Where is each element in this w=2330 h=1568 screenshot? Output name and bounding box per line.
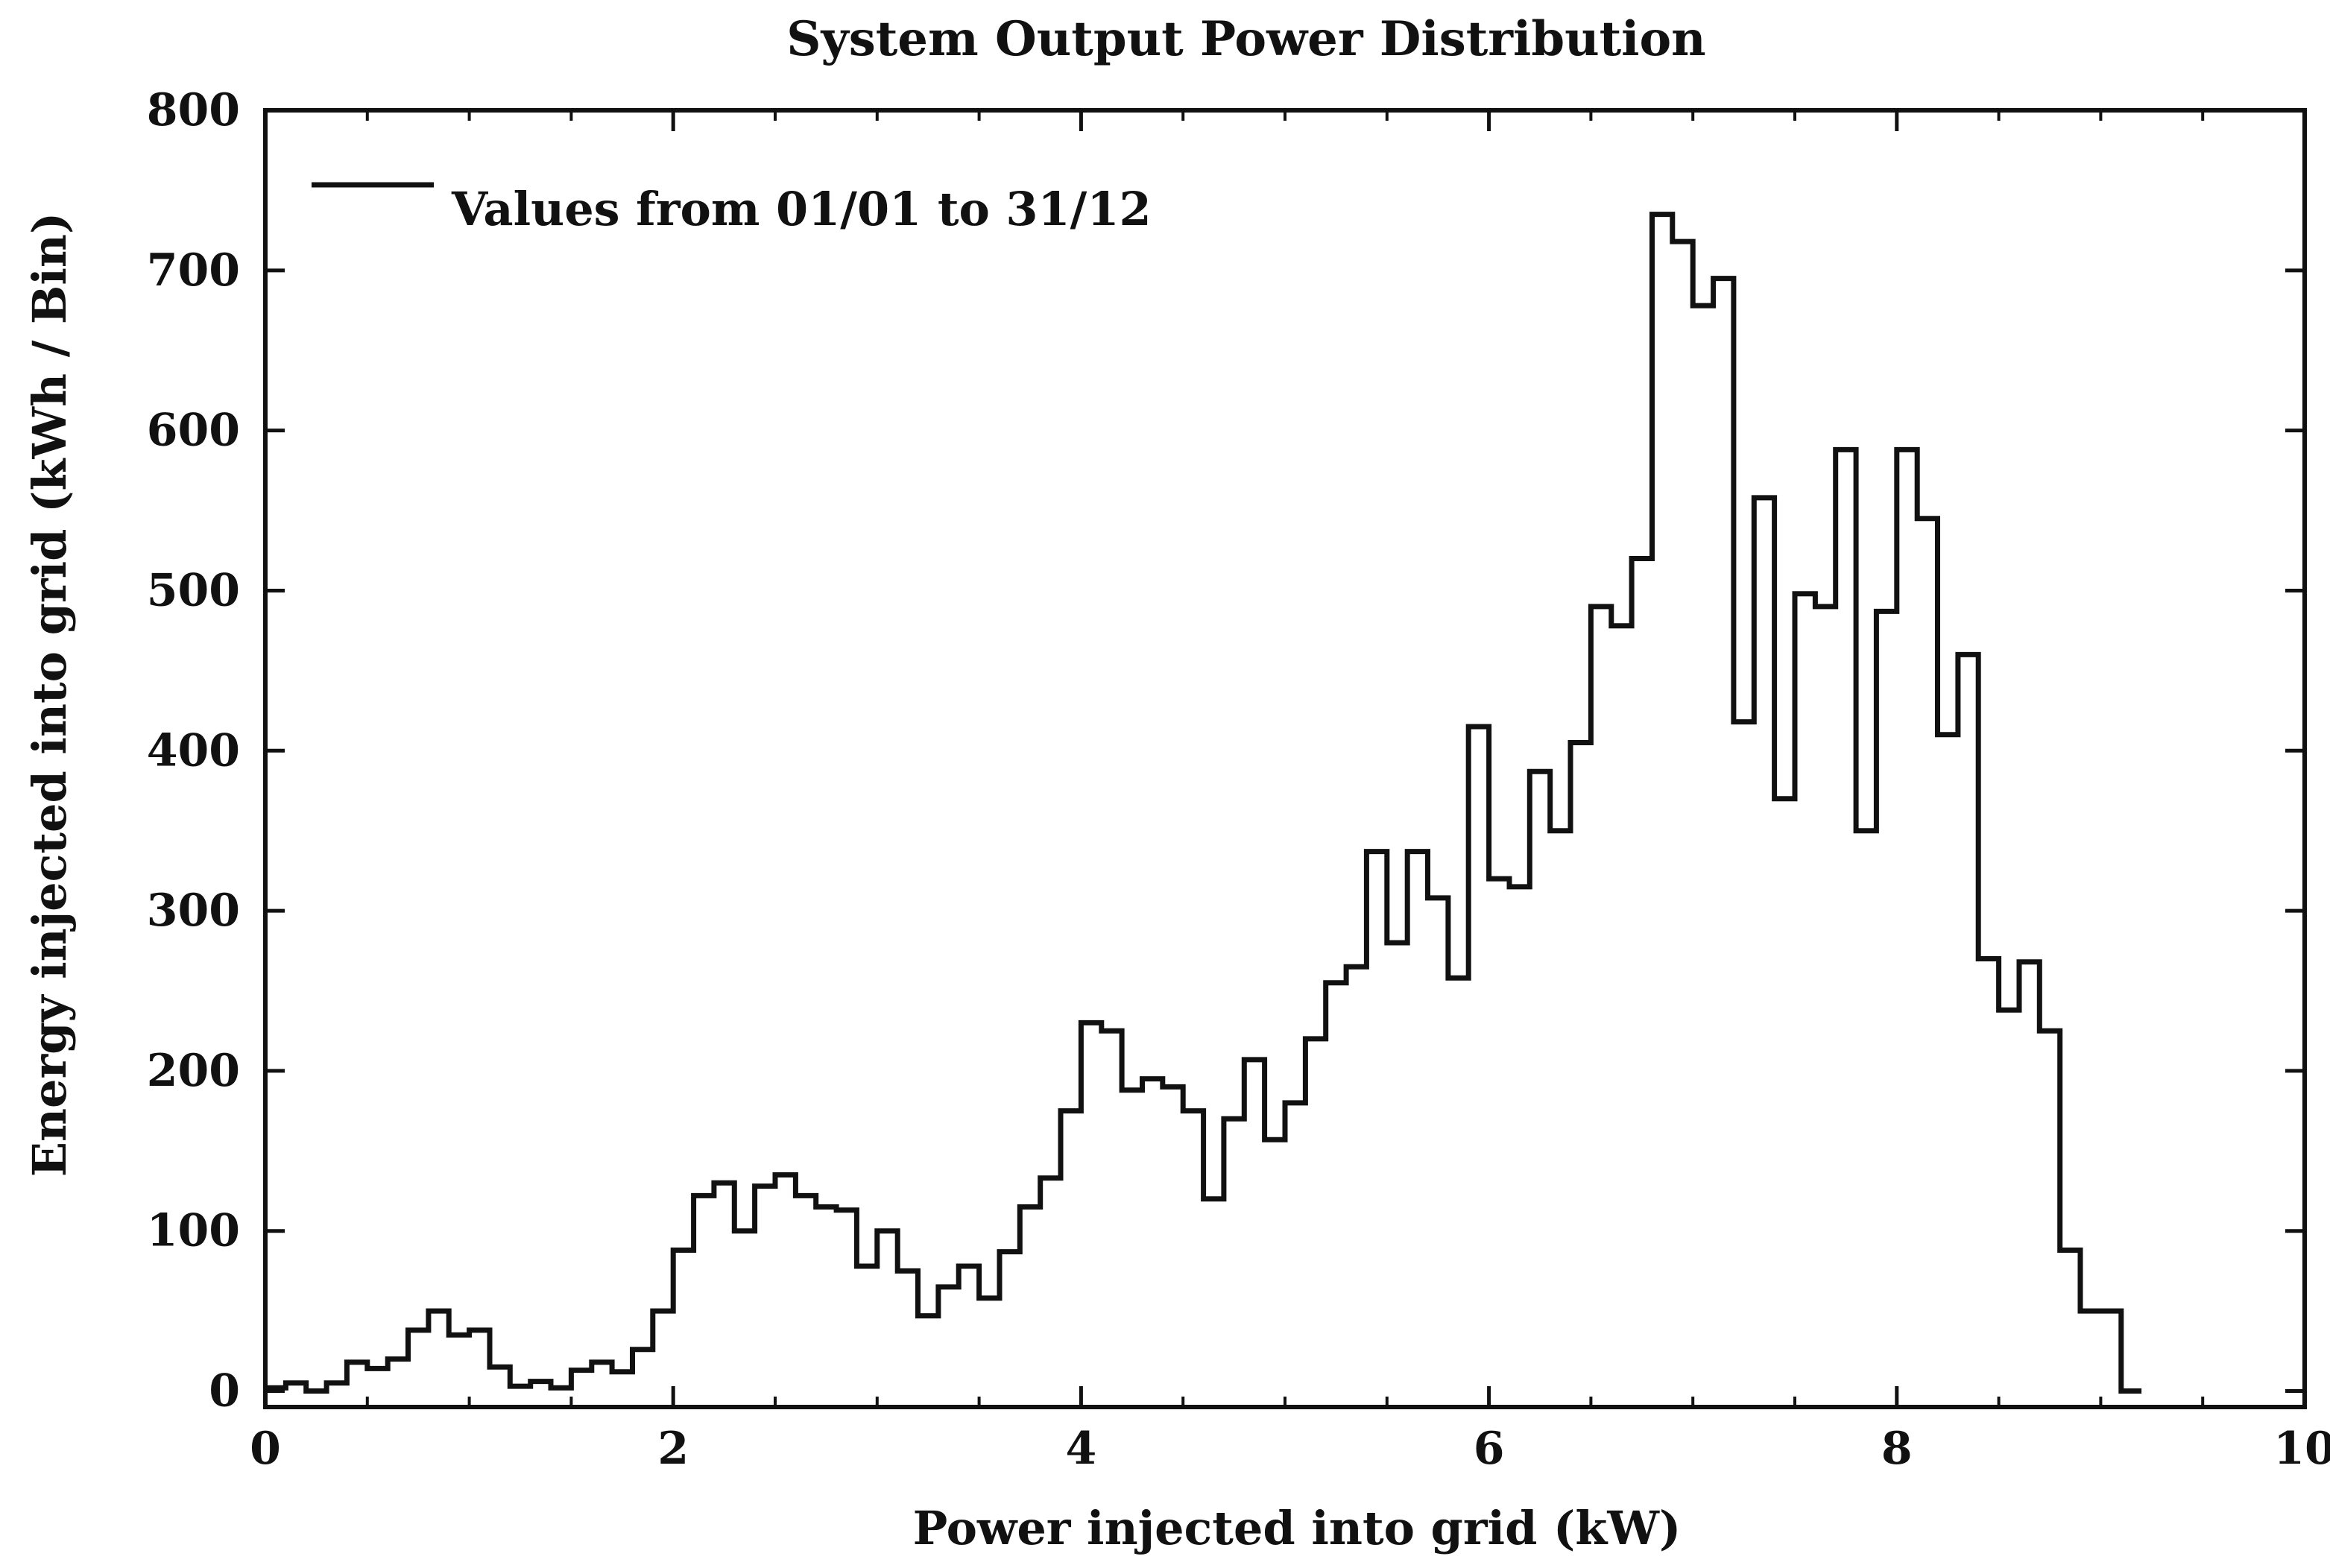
x-tick-label: 4: [1066, 1423, 1097, 1475]
y-tick-label: 300: [147, 885, 240, 937]
y-axis-label: Energy injected into grid (kWh / Bin): [22, 212, 77, 1177]
x-axis: 0 2 4 6 8 10: [250, 110, 2330, 1475]
y-tick-label: 200: [147, 1045, 240, 1097]
y-tick-label: 600: [147, 405, 240, 457]
x-tick-label: 10: [2273, 1423, 2330, 1475]
y-tick-label: 700: [147, 244, 240, 297]
x-tick-label: 2: [657, 1423, 689, 1475]
histogram-bins: [265, 215, 2141, 1391]
chart-title: System Output Power Distribution: [786, 11, 1705, 67]
legend: Values from 01/01 to 31/12: [312, 182, 1152, 236]
y-tick-label: 0: [209, 1365, 240, 1417]
legend-label: Values from 01/01 to 31/12: [451, 182, 1152, 236]
y-tick-label: 800: [147, 84, 240, 136]
x-axis-label: Power injected into grid (kW): [913, 1501, 1682, 1555]
series-line: [265, 212, 2142, 1394]
y-axis: 0 100 200 300 400 500 600 700 800: [147, 84, 2305, 1417]
x-tick-label: 0: [250, 1423, 281, 1475]
y-tick-label: 400: [147, 724, 240, 777]
x-tick-label: 8: [1881, 1423, 1913, 1475]
y-tick-label: 500: [147, 564, 240, 616]
plot-frame: [263, 108, 2307, 1409]
x-tick-label: 6: [1474, 1423, 1505, 1475]
y-tick-label: 100: [147, 1205, 240, 1257]
